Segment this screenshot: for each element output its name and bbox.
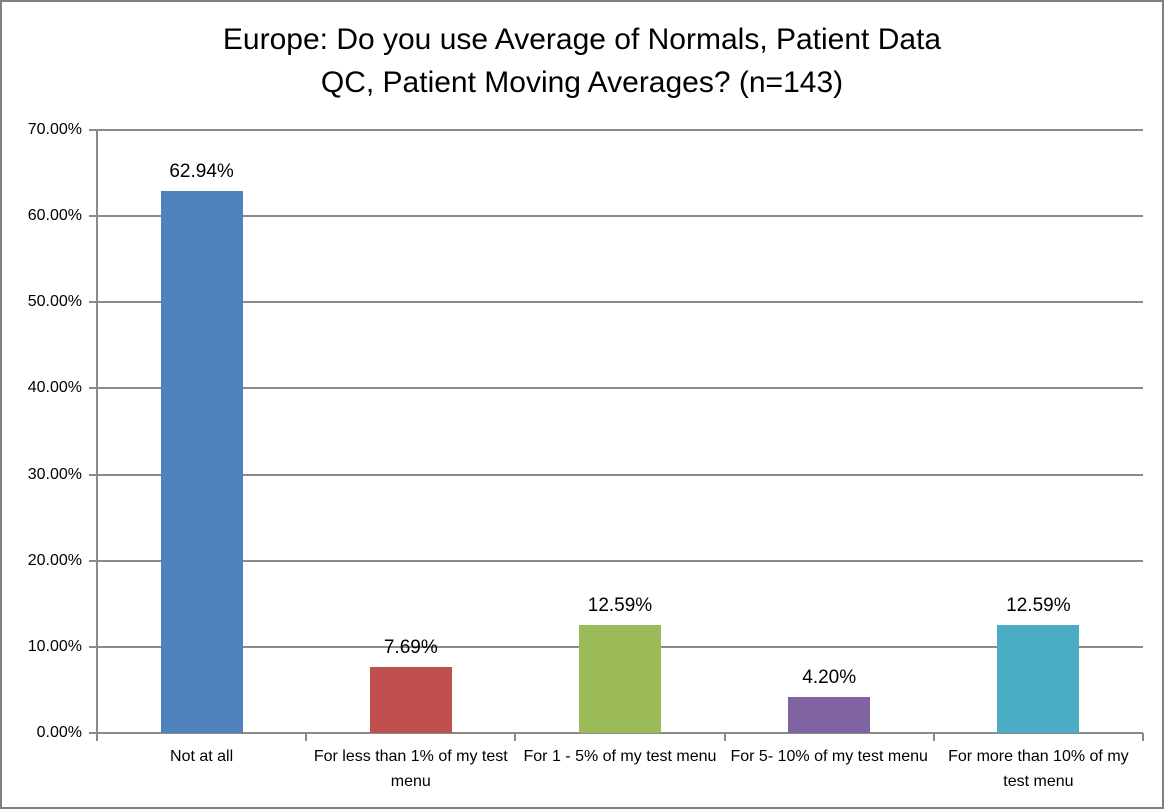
gridline: [97, 215, 1143, 218]
x-category-label: For 5- 10% of my test menu: [730, 748, 928, 765]
bar: [369, 666, 452, 733]
y-axis-tick: [89, 301, 97, 304]
y-axis-tick: [89, 129, 97, 131]
y-axis-tick: [89, 387, 97, 390]
y-tick-label: 50.00%: [27, 293, 82, 311]
chart-title: Europe: Do you use Average of Normals, P…: [2, 18, 1162, 104]
x-axis-tick: [932, 733, 935, 741]
y-axis-tick: [89, 732, 97, 734]
bar: [788, 696, 871, 733]
gridline: [97, 129, 1143, 131]
gridline: [97, 387, 1143, 390]
y-axis-tick: [89, 215, 97, 218]
y-axis-tick: [89, 645, 97, 648]
chart-title-line-1: Europe: Do you use Average of Normals, P…: [222, 23, 942, 56]
bar-data-label: 12.59%: [1006, 594, 1071, 616]
x-axis-tick: [96, 733, 98, 741]
y-tick-label: 20.00%: [27, 551, 82, 569]
chart-title-line-2: QC, Patient Moving Averages? (n=143): [320, 66, 844, 99]
y-axis-line: [96, 130, 98, 741]
gridline: [97, 301, 1143, 304]
y-tick-label: 60.00%: [27, 207, 82, 225]
y-tick-label: 30.00%: [27, 465, 82, 483]
x-axis-tick: [723, 733, 726, 741]
bar-data-label: 62.94%: [169, 160, 234, 182]
x-axis-tick: [514, 733, 517, 741]
bar: [997, 624, 1080, 733]
y-tick-label: 0.00%: [36, 724, 82, 741]
y-axis-tick: [89, 473, 97, 476]
y-tick-label: 70.00%: [27, 121, 82, 138]
x-category-label: For 1 - 5% of my test menu: [523, 748, 717, 765]
x-axis-tick: [305, 733, 308, 741]
y-axis-tick: [89, 559, 97, 562]
x-category-label: For less than 1% of my test menu: [313, 748, 508, 790]
x-category-label: Not at all: [170, 748, 234, 765]
y-tick-label: 10.00%: [27, 637, 82, 655]
y-tick-label: 40.00%: [27, 379, 82, 397]
x-axis-tick: [1142, 733, 1144, 741]
gridline: [97, 559, 1143, 562]
bar-data-label: 12.59%: [587, 594, 653, 616]
bar: [160, 190, 243, 733]
bar: [579, 624, 661, 733]
bar-data-label: 7.69%: [383, 636, 438, 658]
gridline: [97, 473, 1143, 476]
bar-data-label: 4.20%: [802, 666, 857, 688]
x-category-label: For more than 10% of my test menu: [948, 748, 1129, 790]
gridline: [97, 732, 1143, 734]
